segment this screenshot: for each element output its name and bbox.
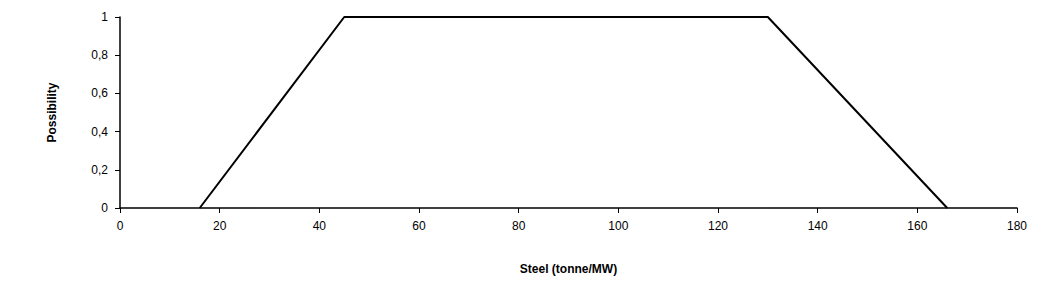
- svg-text:40: 40: [313, 219, 327, 233]
- svg-text:160: 160: [907, 219, 927, 233]
- svg-text:80: 80: [512, 219, 526, 233]
- svg-text:0,2: 0,2: [91, 163, 108, 177]
- svg-text:0: 0: [117, 219, 124, 233]
- svg-text:120: 120: [708, 219, 728, 233]
- svg-text:Steel (tonne/MW): Steel (tonne/MW): [520, 262, 617, 276]
- svg-text:60: 60: [412, 219, 426, 233]
- svg-text:0,6: 0,6: [91, 86, 108, 100]
- svg-text:140: 140: [808, 219, 828, 233]
- svg-text:Possibility: Possibility: [45, 82, 59, 142]
- svg-text:0,4: 0,4: [91, 125, 108, 139]
- svg-text:1: 1: [101, 10, 108, 24]
- svg-text:20: 20: [213, 219, 227, 233]
- svg-text:180: 180: [1007, 219, 1027, 233]
- svg-text:100: 100: [608, 219, 628, 233]
- svg-text:0,8: 0,8: [91, 48, 108, 62]
- svg-text:0: 0: [101, 201, 108, 215]
